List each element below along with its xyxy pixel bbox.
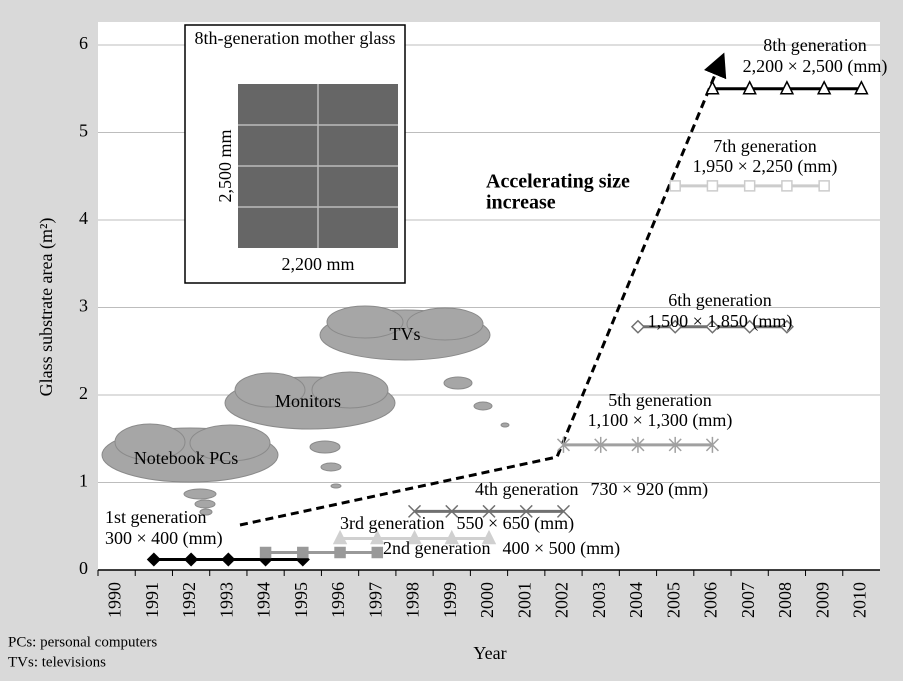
page: Notebook PCs Monitors TVs 8th-generation…: [0, 0, 903, 681]
series-size: 400 × 500 (mm): [502, 538, 620, 559]
cloud-label: Monitors: [275, 391, 341, 411]
x-tick-label: 1997: [365, 582, 385, 618]
series-name: 3rd generation: [340, 513, 444, 533]
bubble: [184, 489, 216, 499]
series-name: 5th generation: [608, 390, 711, 410]
series-size: 1,500 × 1,850 (mm): [648, 311, 793, 332]
inset-title: 8th-generation mother glass: [195, 28, 396, 48]
series-size: 550 × 650 (mm): [456, 513, 574, 534]
y-tick-label: 0: [79, 558, 88, 578]
bubble: [321, 463, 341, 471]
marker: [335, 548, 345, 558]
y-axis-label: Glass substrate area (m²): [36, 218, 57, 397]
y-tick-label: 2: [79, 383, 88, 403]
x-tick-label: 1999: [440, 582, 460, 618]
bubble: [474, 402, 492, 410]
series-size: 2,200 × 2,500 (mm): [743, 56, 888, 77]
series-name: 1st generation: [105, 507, 206, 527]
series-name: 4th generation: [475, 479, 578, 499]
series-name: 6th generation: [668, 290, 771, 310]
x-tick-label: 2008: [775, 582, 795, 618]
x-tick-label: 2005: [663, 582, 683, 618]
cloud-label: TVs: [390, 324, 421, 344]
y-tick-label: 3: [79, 296, 88, 316]
marker: [819, 181, 829, 191]
series-label: 4th generation 730 × 920 (mm): [475, 479, 708, 500]
note: TVs: televisions: [8, 654, 106, 670]
cloud-label: Notebook PCs: [134, 448, 239, 468]
chart: Notebook PCs Monitors TVs 8th-generation…: [0, 0, 903, 681]
marker: [707, 181, 717, 191]
x-tick-label: 1992: [179, 582, 199, 618]
x-tick-label: 1993: [216, 582, 236, 618]
x-tick-label: 2003: [589, 582, 609, 618]
bubble: [501, 423, 509, 427]
marker: [372, 548, 382, 558]
x-tick-label: 2002: [552, 582, 572, 618]
trend-annotation: Accelerating size: [486, 171, 630, 193]
x-tick-label: 1994: [254, 582, 274, 618]
note: PCs: personal computers: [8, 634, 157, 650]
marker: [670, 181, 680, 191]
x-tick-label: 2001: [514, 582, 534, 618]
y-tick-label: 1: [79, 471, 88, 491]
series-label: 2nd generation 400 × 500 (mm): [383, 538, 620, 559]
inset-width-label: 2,200 mm: [281, 254, 354, 274]
x-tick-label: 2004: [626, 582, 646, 618]
inset-height-label: 2,500 mm: [215, 129, 235, 202]
x-tick-label: 2006: [701, 582, 721, 618]
bubble: [331, 484, 341, 488]
series-name: 2nd generation: [383, 538, 490, 558]
x-axis-label: Year: [473, 643, 506, 663]
series-name: 7th generation: [713, 136, 816, 156]
x-tick-label: 1995: [291, 582, 311, 618]
series-name: 8th generation: [763, 35, 866, 55]
marker: [298, 548, 308, 558]
x-tick-label: 2000: [477, 582, 497, 618]
x-tick-label: 2010: [850, 582, 870, 618]
x-tick-label: 1991: [142, 582, 162, 618]
y-tick-label: 6: [79, 33, 88, 53]
x-tick-label: 1998: [403, 582, 423, 618]
marker: [261, 548, 271, 558]
series-size: 1,100 × 1,300 (mm): [588, 410, 733, 431]
series-size: 300 × 400 (mm): [105, 528, 223, 549]
trend-annotation: increase: [486, 192, 556, 214]
series-label: 3rd generation 550 × 650 (mm): [340, 513, 574, 534]
marker: [782, 181, 792, 191]
y-tick-label: 4: [79, 208, 88, 228]
series-size: 1,950 × 2,250 (mm): [693, 156, 838, 177]
marker: [745, 181, 755, 191]
bubble: [310, 441, 340, 453]
y-tick-label: 5: [79, 121, 88, 141]
x-tick-label: 2009: [812, 582, 832, 618]
series-size: 730 × 920 (mm): [590, 479, 708, 500]
x-tick-label: 1996: [328, 582, 348, 618]
bubble: [444, 377, 472, 389]
x-tick-label: 2007: [738, 582, 758, 618]
x-tick-label: 1990: [105, 582, 125, 618]
